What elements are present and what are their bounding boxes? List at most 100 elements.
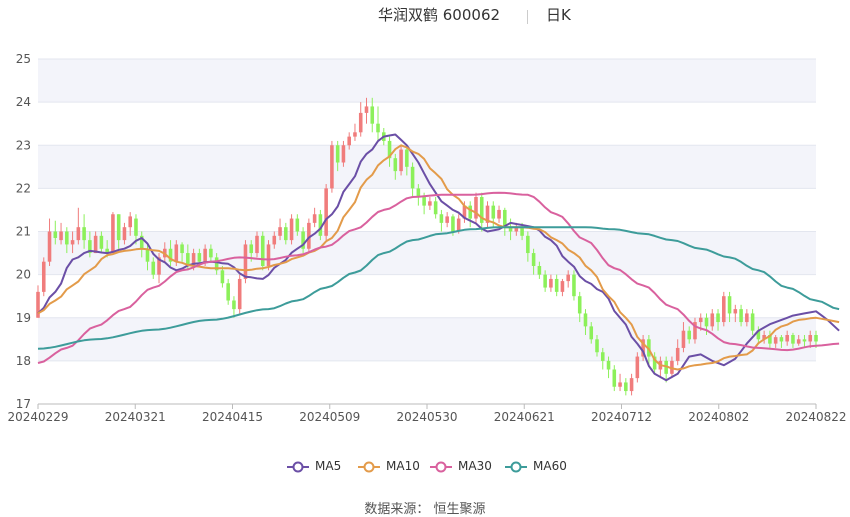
candle-body [768, 335, 772, 344]
candle-body [157, 257, 161, 275]
candle [722, 291, 726, 327]
candle [745, 309, 749, 327]
candle-body [641, 339, 645, 357]
candle-body [520, 227, 524, 236]
candle [220, 266, 225, 288]
candle-body [554, 278, 559, 292]
candle [733, 304, 738, 323]
candle [151, 257, 156, 279]
moving-average-lines [37, 133, 840, 382]
candle [612, 365, 617, 392]
grid-band [38, 59, 816, 103]
candle-body [128, 216, 132, 228]
candle-body [583, 313, 588, 327]
candle [255, 231, 259, 258]
candle [157, 253, 161, 284]
candle [526, 231, 530, 262]
candle-body [750, 313, 755, 331]
candle [606, 356, 611, 379]
candle [335, 140, 340, 172]
candle-body [76, 227, 81, 241]
candle [399, 145, 403, 176]
candle-body [479, 197, 484, 223]
candle-body [422, 197, 426, 206]
x-tick-label: 20240822 [785, 410, 846, 424]
candle [266, 240, 271, 271]
candle [410, 162, 415, 197]
candle [53, 220, 58, 245]
candle-body [629, 378, 634, 392]
data-source: 数据来源： 恒生聚源 [364, 502, 486, 517]
candle [358, 102, 363, 137]
candle-body [93, 235, 98, 254]
candle-body [739, 309, 743, 323]
candle [727, 291, 732, 323]
candle-body [278, 227, 282, 236]
candle-body [134, 218, 138, 236]
candle-body [773, 337, 778, 344]
y-tick-label: 22 [16, 181, 31, 195]
candle-body [289, 218, 294, 241]
candle-body [537, 266, 542, 275]
chart-title: 华润双鹤 600062 [378, 6, 501, 24]
candle [445, 212, 449, 228]
candle [180, 242, 184, 262]
candle [405, 145, 409, 176]
candle-body [191, 253, 196, 266]
candle [802, 335, 807, 348]
candle [370, 97, 375, 133]
candle [589, 322, 594, 344]
candle [675, 339, 680, 366]
candle-body [145, 248, 150, 262]
candle-body [445, 216, 449, 223]
candle [503, 207, 507, 236]
candle [468, 201, 473, 228]
candle-body [203, 248, 207, 262]
candle-body [745, 313, 749, 323]
candle [232, 296, 236, 318]
candle-body [105, 248, 109, 254]
candle-body [439, 214, 444, 223]
candle-body [307, 222, 311, 249]
candle-body [474, 197, 478, 219]
candle-body [405, 149, 409, 167]
candle [330, 140, 334, 193]
candle [710, 309, 715, 331]
candle-body [260, 235, 265, 266]
candle-body [88, 240, 92, 254]
candle [791, 332, 795, 348]
candle-body [635, 356, 640, 379]
candle [687, 326, 692, 344]
candle-body [122, 227, 127, 241]
y-tick-label: 24 [16, 95, 31, 109]
candle-body [566, 274, 570, 282]
candle-body [716, 313, 720, 323]
grid-bands [38, 58, 816, 405]
candle [652, 352, 657, 374]
candle [70, 231, 75, 254]
candle-body [785, 335, 789, 342]
candle [773, 335, 778, 348]
legend-swatch-ma5 [287, 461, 309, 473]
candle-body [791, 335, 795, 344]
candle [99, 231, 104, 254]
line-ma60 [37, 226, 840, 350]
candle [485, 201, 490, 228]
y-tick-label: 17 [16, 397, 31, 411]
x-tick-label: 20240530 [396, 410, 457, 424]
candle [214, 253, 219, 275]
candle-body [572, 274, 576, 297]
candle [428, 197, 432, 210]
candle [272, 231, 277, 249]
candle-body [243, 244, 248, 279]
candle [624, 378, 628, 396]
candle-body [618, 382, 622, 387]
candle [808, 330, 813, 348]
candle-body [335, 145, 340, 163]
chart-period-label: 日K [546, 6, 571, 24]
candle [600, 347, 605, 370]
candle-body [531, 253, 536, 266]
title-divider [527, 10, 528, 24]
candle-body [681, 330, 686, 348]
candle-body [710, 313, 715, 327]
